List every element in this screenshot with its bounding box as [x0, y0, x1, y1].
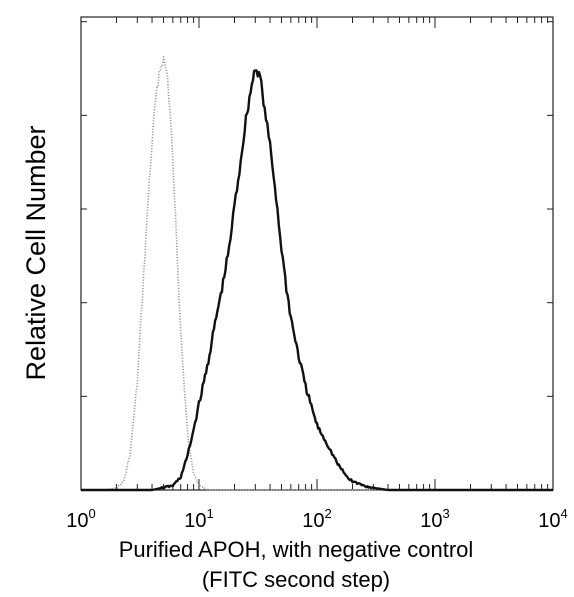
x-axis-label-line2: (FITC second step): [202, 567, 390, 592]
series-layer: [81, 55, 553, 492]
x-tick-label: 102: [302, 506, 331, 532]
x-tick-label: 104: [538, 506, 567, 532]
x-tick-label: 100: [66, 506, 95, 532]
apoh-histogram-line: [81, 69, 553, 492]
x-tick-label: 103: [420, 506, 449, 532]
x-tick-label: 101: [184, 506, 213, 532]
x-axis-label: Purified APOH, with negative control: [119, 537, 474, 562]
axis-ticks: [80, 17, 554, 490]
plot-frame: [80, 16, 554, 491]
y-axis-label: Relative Cell Number: [21, 125, 51, 380]
x-tick-labels: 100 101 102 103 104: [66, 506, 567, 532]
